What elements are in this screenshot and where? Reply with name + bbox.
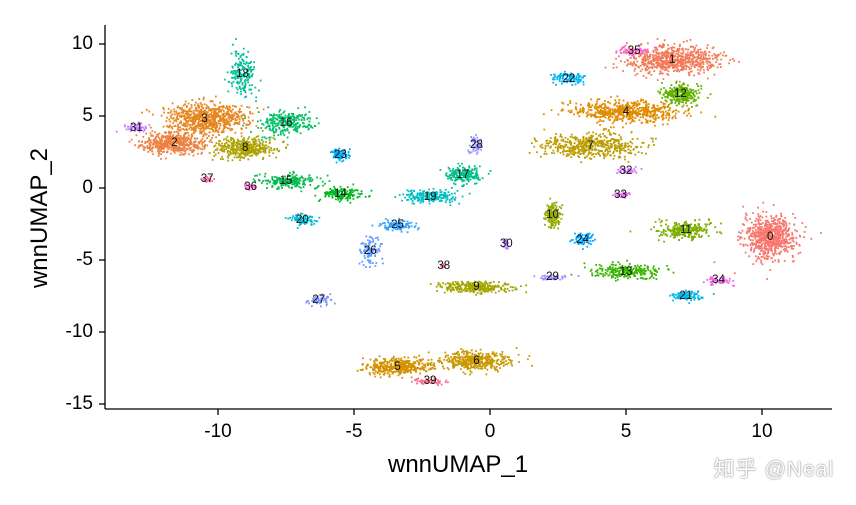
y-tick-label: 10 — [71, 33, 93, 54]
cluster-label-24: 24 — [576, 233, 589, 246]
y-axis-title: wnnUMAP_2 — [26, 147, 53, 289]
cluster-label-9: 9 — [473, 281, 480, 294]
cluster-label-25: 25 — [391, 219, 404, 232]
cluster-label-17: 17 — [456, 169, 470, 182]
cluster-label-7: 7 — [587, 140, 594, 153]
cluster-label-26: 26 — [363, 245, 377, 258]
cluster-label-4: 4 — [622, 105, 630, 118]
x-tick-label: 5 — [620, 421, 632, 442]
cluster-label-28: 28 — [469, 138, 483, 151]
y-tick-label: -5 — [76, 249, 93, 270]
cluster-label-18: 18 — [236, 68, 249, 81]
cluster-label-1: 1 — [669, 53, 676, 66]
x-tick-label: -10 — [204, 421, 232, 442]
cluster-label-39: 39 — [423, 374, 437, 387]
cluster-label-29: 29 — [546, 271, 559, 284]
cluster-label-31: 31 — [129, 121, 143, 134]
cluster-label-35: 35 — [627, 45, 641, 58]
cluster-label-0: 0 — [766, 230, 774, 243]
cluster-label-33: 33 — [614, 189, 627, 202]
cluster-label-30: 30 — [499, 238, 513, 251]
cluster-label-13: 13 — [619, 265, 633, 278]
x-tick-label: 10 — [751, 421, 773, 442]
cluster-label-10: 10 — [546, 209, 559, 222]
cluster-label-12: 12 — [673, 88, 687, 101]
cluster-label-34: 34 — [712, 274, 725, 287]
cluster-label-19: 19 — [423, 190, 437, 203]
cluster-label-14: 14 — [333, 187, 347, 200]
cluster-label-16: 16 — [279, 117, 293, 130]
x-tick-label: -5 — [345, 421, 363, 442]
cluster-label-27: 27 — [312, 294, 326, 307]
y-tick-label: -15 — [65, 393, 93, 414]
watermark: 知乎 @Neal — [713, 458, 834, 481]
cluster-label-21: 21 — [679, 290, 693, 302]
cluster-label-3: 3 — [201, 112, 208, 125]
cluster-label-38: 38 — [437, 259, 451, 272]
x-tick-label: 0 — [484, 421, 496, 442]
cluster-label-23: 23 — [333, 148, 347, 161]
y-tick-label: 5 — [82, 105, 93, 126]
cluster-label-6: 6 — [473, 354, 480, 367]
point-cloud — [115, 38, 822, 386]
y-tick-label: -10 — [65, 321, 93, 342]
cluster-label-15: 15 — [279, 174, 293, 187]
x-axis-title: wnnUMAP_1 — [388, 451, 529, 478]
cluster-label-11: 11 — [679, 223, 692, 236]
cluster-label-36: 36 — [244, 180, 258, 193]
cluster-label-5: 5 — [394, 360, 401, 373]
cluster-label-32: 32 — [619, 164, 633, 177]
cluster-label-20: 20 — [295, 213, 309, 226]
cluster-label-37: 37 — [200, 173, 214, 186]
cluster-label-22: 22 — [562, 72, 576, 85]
cluster-label-2: 2 — [171, 137, 178, 150]
axis-ticks — [99, 43, 763, 415]
y-tick-label: 0 — [82, 177, 93, 198]
cluster-label-8: 8 — [241, 141, 249, 154]
